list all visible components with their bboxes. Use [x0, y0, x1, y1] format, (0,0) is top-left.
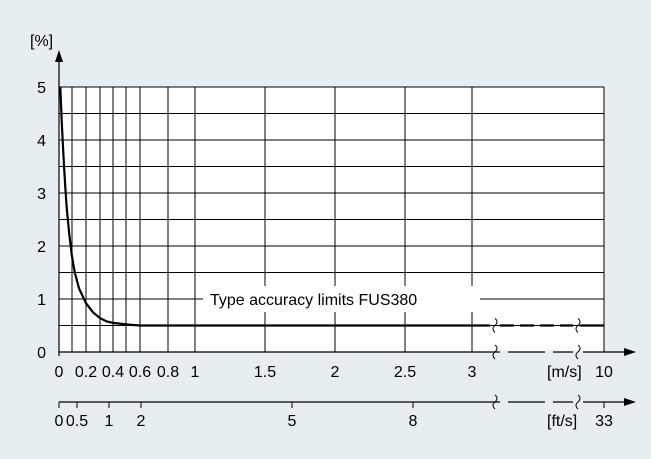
x-tick-label: 0.4 — [102, 364, 124, 381]
x2-tick-label: 2 — [137, 413, 146, 430]
x-tick-label: 0.8 — [157, 364, 179, 381]
axis-break-gap — [500, 350, 508, 354]
y-tick-label: 5 — [37, 80, 46, 97]
x2-tick-label: 0.5 — [66, 413, 88, 430]
x2-tick-label: 0 — [55, 413, 64, 430]
x-tick-label: 2.5 — [394, 364, 416, 381]
x-tick-label: 0.2 — [75, 364, 97, 381]
x-tick-label: 2 — [331, 364, 340, 381]
x2-tick-label: 1 — [105, 413, 114, 430]
axes — [55, 50, 636, 408]
grid — [59, 86, 605, 352]
y-tick-label: 4 — [37, 133, 46, 150]
axis-break-mark — [492, 344, 498, 360]
x2-axis-label: [ft/s] — [547, 413, 577, 430]
x2-tick-label-end: 33 — [595, 413, 613, 430]
annotation-layer: Type accuracy limits FUS380 — [203, 286, 480, 312]
axis-breaks — [492, 318, 583, 410]
x2-axis-arrow — [624, 398, 636, 406]
x-tick-label: 0 — [55, 364, 64, 381]
axis-break-gap — [500, 400, 508, 404]
x-tick-label: 1 — [191, 364, 200, 381]
y-axis-label: [%] — [30, 33, 53, 50]
annotation-box — [203, 286, 480, 312]
axis-break-mark — [492, 318, 498, 333]
annotation-label: Type accuracy limits FUS380 — [210, 292, 417, 309]
x2-tick-label: 8 — [409, 413, 418, 430]
axis-break-mark — [575, 394, 581, 410]
x-axis-arrow — [624, 348, 636, 356]
y-tick-label: 0 — [37, 345, 46, 362]
accuracy-curve — [59, 86, 490, 327]
x-axis-label: [m/s] — [547, 364, 582, 381]
x-tick-label: 0.6 — [129, 364, 151, 381]
x-tick-label: 1.5 — [254, 364, 276, 381]
y-tick-label: 3 — [37, 186, 46, 203]
y-axis-arrow — [55, 50, 63, 62]
x-tick-label: 3 — [468, 364, 477, 381]
axis-break-gap — [545, 350, 553, 354]
y-tick-label: 2 — [37, 239, 46, 256]
axis-break-mark — [575, 344, 581, 360]
axis-break-gap — [545, 400, 553, 404]
y-tick-label: 1 — [37, 292, 46, 309]
axis-break-mark — [492, 394, 498, 410]
axis-break-mark — [575, 318, 581, 333]
x-tick-label-end: 10 — [595, 364, 613, 381]
x2-tick-label: 5 — [288, 413, 297, 430]
series-layer — [59, 86, 604, 327]
